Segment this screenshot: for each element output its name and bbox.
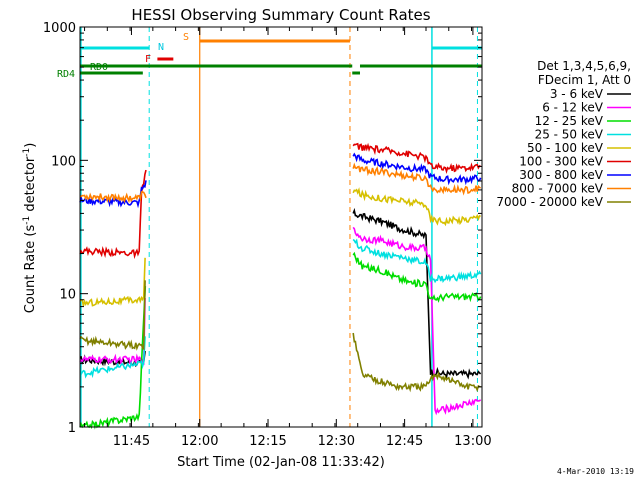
- x-tick-label: 12:15: [249, 434, 286, 449]
- y-axis-label-part2: detector: [23, 156, 38, 216]
- chart-title: HESSI Observing Summary Count Rates: [131, 6, 430, 24]
- series-line: [79, 280, 146, 351]
- legend-entry-label: 100 - 300 keV: [519, 155, 603, 169]
- y-tick-label: 10: [59, 288, 76, 303]
- series-line: [352, 152, 482, 186]
- legend-header-1: Det 1,3,4,5,6,9,: [537, 59, 631, 73]
- series-line: [352, 226, 482, 416]
- y-tick-label: 1: [68, 421, 76, 436]
- flare-flag-label: F: [145, 54, 151, 65]
- legend-entry-label: 25 - 50 keV: [535, 128, 604, 142]
- y-axis-label-sup2: -1: [22, 148, 32, 157]
- series-line: [352, 207, 482, 380]
- plot-frame: [79, 26, 483, 428]
- axis-ticks: 11:45 12:00 12:15 12:30 12:45 13:00 1 10 100 1000: [43, 21, 492, 449]
- y-axis-label-sup1: -1: [22, 216, 32, 225]
- saa-flag-label: S: [183, 32, 189, 43]
- legend-entry-label: 300 - 800 keV: [519, 168, 603, 182]
- series-layer: [79, 142, 482, 430]
- x-tick-label: 12:00: [181, 434, 218, 449]
- series-line: [79, 286, 147, 430]
- observing-flags: RD0 RD4 FN S: [57, 27, 482, 427]
- night-flag-label: N: [158, 42, 164, 53]
- legend-entry-label: 6 - 12 keV: [542, 101, 604, 115]
- legend-header-2: FDecim 1, Att 0: [538, 73, 631, 87]
- series-line: [352, 238, 482, 284]
- legend-entry-label: 3 - 6 keV: [550, 87, 604, 101]
- y-axis-label-part1: Count Rate (s: [23, 225, 38, 314]
- rd0-flag-label: RD0: [90, 62, 108, 73]
- y-axis-label: Count Rate (s-1 detector-1): [22, 143, 38, 314]
- series-line: [352, 142, 481, 175]
- y-axis-label-part3: ): [23, 143, 38, 148]
- series-line: [79, 257, 146, 307]
- series-line: [352, 251, 482, 303]
- x-tick-label: 11:45: [113, 434, 150, 449]
- series-line: [79, 297, 146, 366]
- rd4-flag-label: RD4: [57, 69, 75, 80]
- x-axis-label: Start Time (02-Jan-08 11:33:42): [177, 455, 385, 470]
- legend-entry-label: 12 - 25 keV: [535, 114, 604, 128]
- x-tick-label: 12:30: [318, 434, 355, 449]
- series-line: [79, 180, 147, 209]
- footer-date: 4-Mar-2010 13:19: [557, 467, 634, 476]
- legend-entry-label: 800 - 7000 keV: [512, 182, 604, 196]
- series-line: [352, 332, 481, 393]
- y-tick-label: 1000: [43, 21, 76, 36]
- series-line: [79, 191, 147, 204]
- legend-entry-label: 7000 - 20000 keV: [496, 195, 603, 209]
- y-tick-label: 100: [51, 154, 76, 169]
- x-tick-label: 12:45: [386, 434, 423, 449]
- legend-entry-label: 50 - 100 keV: [527, 141, 604, 155]
- x-tick-label: 13:00: [454, 434, 491, 449]
- series-line: [352, 187, 481, 227]
- series-line: [352, 162, 481, 196]
- legend: Det 1,3,4,5,6,9, FDecim 1, Att 0 3 - 6 k…: [496, 59, 631, 209]
- series-line: [79, 336, 146, 379]
- series-line: [79, 169, 147, 260]
